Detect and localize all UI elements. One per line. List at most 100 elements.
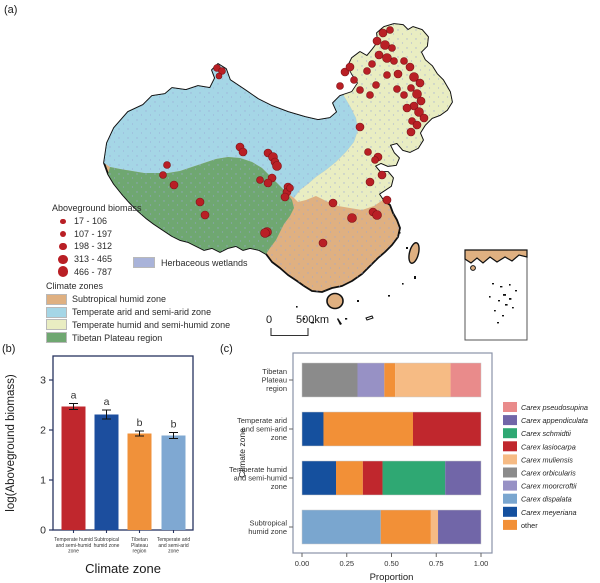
panel-b-ylabel: log(Aboveground biomass) — [5, 374, 17, 512]
segment-carex-appendiculata — [438, 510, 481, 544]
sample-site-dot — [218, 67, 226, 75]
climate-zone-label: Subtropical humid zone — [72, 294, 167, 305]
segment-other — [380, 510, 431, 544]
scale-zero-label: 0 — [266, 314, 273, 326]
biomass-class-label: 107 - 197 — [74, 228, 113, 239]
sig-letter: a — [71, 390, 77, 402]
sample-site-dot — [400, 91, 408, 99]
species-legend-label: Carex orbicularis — [521, 469, 576, 478]
species-legend-label: Carex lasiocarpa — [521, 442, 576, 451]
species-legend-label: Carex meyeriana — [521, 508, 577, 517]
sample-site-dot — [350, 76, 358, 84]
climate-zone-swatch — [46, 319, 67, 331]
biomass-size-dot — [59, 230, 67, 238]
species-legend-label: Carex schmidtii — [521, 429, 571, 438]
species-legend-label: Carex dispalata — [521, 495, 572, 504]
segment-carex-muliensis — [430, 510, 439, 544]
sample-site-dot — [356, 86, 364, 94]
bar-3 — [127, 433, 152, 530]
segment-carex-appendiculata — [445, 461, 481, 495]
climate-zone-swatch — [46, 293, 67, 305]
species-legend-swatch — [503, 493, 517, 504]
species-legend-swatch — [503, 467, 517, 478]
sample-site-dot — [372, 36, 382, 46]
species-legend-label: Carex pseudosupina — [521, 403, 588, 412]
sample-site-dot — [371, 156, 379, 164]
sample-site-dot — [374, 50, 384, 60]
sample-site-dot — [365, 177, 375, 187]
bar-1 — [61, 406, 86, 530]
sample-site-dot — [159, 171, 167, 179]
climate-zone-label: Temperate arid and semi-arid zone — [72, 307, 212, 318]
sample-site-dot — [388, 44, 396, 52]
sample-site-dot — [345, 62, 355, 72]
sample-site-dot — [382, 195, 392, 205]
panel-c-label: (c) — [220, 343, 233, 355]
biomass-size-dot — [58, 254, 68, 264]
sample-site-dot — [402, 103, 412, 113]
panel-c-xtick-label: 0.00 — [295, 559, 310, 568]
sample-site-dot — [364, 148, 372, 156]
climate-zone-item: Temperate humid and semi-humid zone — [46, 319, 230, 332]
sample-site-dot — [412, 120, 422, 130]
climate-zone-label: Tibetan Plateau region — [72, 332, 163, 343]
panel-b-ytick-label: 0 — [40, 525, 46, 537]
sample-site-dot — [328, 198, 338, 208]
segment-carex-pseudosupina — [450, 363, 481, 397]
sample-site-dot — [415, 78, 425, 88]
sample-site-dot — [406, 127, 416, 137]
sample-site-dot — [380, 40, 390, 50]
hainan-island — [326, 292, 344, 310]
sample-site-dot — [260, 228, 270, 238]
sample-site-dot — [390, 57, 398, 65]
climate-zones-legend: Climate zones Subtropical humid zone Temp… — [46, 281, 230, 344]
biomass-legend: Aboveground biomass 17 - 106 107 - 197 198… — [52, 203, 142, 278]
sample-site-dot — [372, 210, 382, 220]
sample-sites-layer — [159, 26, 429, 248]
sample-site-dot — [419, 113, 429, 123]
segment-carex-orbicularis — [302, 363, 358, 397]
sample-site-dot — [263, 178, 273, 188]
climate-zone-item: Tibetan Plateau region — [46, 331, 230, 344]
sample-site-dot — [382, 53, 392, 63]
climate-zone-item: Subtropical humid zone — [46, 293, 230, 306]
sample-site-dot — [393, 85, 401, 93]
segment-carex-meyeriana — [302, 412, 324, 446]
species-legend-swatch — [503, 506, 517, 517]
panel-b-xtick-label: Subtropical humid zone — [94, 537, 120, 549]
biomass-class-label: 17 - 106 — [74, 216, 108, 227]
biomass-class-label: 198 - 312 — [74, 241, 113, 252]
sig-letter: b — [137, 417, 143, 429]
sample-site-dot — [163, 161, 171, 169]
biomass-size-dot — [59, 242, 67, 251]
segment-carex-moorcroftii — [357, 363, 385, 397]
sample-site-dot — [409, 72, 419, 82]
biomass-legend-item: 107 - 197 — [52, 228, 142, 241]
sample-site-dot — [416, 96, 426, 106]
wetlands-label: Herbaceous wetlands — [161, 257, 248, 268]
climate-zone-swatch — [46, 332, 67, 344]
taiwan-island — [408, 242, 420, 264]
climate-zone-label: Temperate humid and semi-humid zone — [72, 319, 231, 330]
segment-carex-dispalata — [302, 510, 381, 544]
climate-zones-title: Climate zones — [46, 281, 104, 291]
segment-carex-meyeriana — [302, 461, 337, 495]
biomass-legend-item: 313 - 465 — [52, 253, 142, 266]
panel-b-xtick-label: Temperate humid and semi-humid zone — [54, 537, 93, 555]
species-legend-swatch — [503, 428, 517, 439]
sample-site-dot — [412, 89, 422, 99]
scale-distance-label: 500km — [296, 314, 330, 326]
sample-site-dot — [347, 213, 357, 223]
sample-site-dot — [280, 192, 290, 202]
panel-b-xtick-label: Temperate arid and semi-arid zone — [157, 537, 191, 555]
sample-site-dot — [318, 238, 328, 248]
sample-site-dot — [355, 122, 365, 132]
sample-site-dot — [272, 161, 282, 171]
panel-c-xtick-label: 0.25 — [339, 559, 354, 568]
panel-c-chart: Tibetan Plateau region Temperate arid and se… — [229, 352, 588, 583]
climate-zones-items: Subtropical humid zone Temperate arid and… — [46, 293, 230, 344]
segment-carex-schmidtii — [382, 461, 446, 495]
panel-a-label: (a) — [4, 4, 18, 16]
species-legend-swatch — [503, 415, 517, 426]
panel-c-category-label: Temperate arid and semi-arid zone — [237, 416, 287, 442]
